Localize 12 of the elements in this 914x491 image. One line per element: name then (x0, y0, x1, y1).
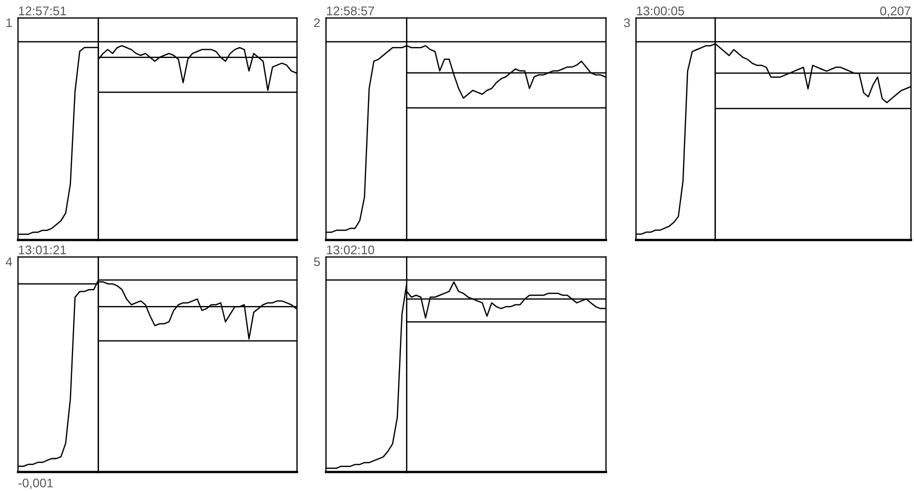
y-axis-title: 3 (624, 18, 630, 28)
y-axis-title: 2 (314, 18, 320, 28)
chart-title: 13:01:21 (18, 245, 66, 254)
chart-title: 13:02:10 (326, 245, 374, 254)
chart-title: 13:00:05 (636, 6, 684, 16)
x-axis-title: -0,001 (18, 478, 53, 489)
y-axis-title: 4 (6, 257, 12, 266)
y-axis-title: 1 (6, 18, 12, 28)
chart-title: 12:57:51 (18, 6, 66, 16)
y-axis-title: 5 (314, 257, 320, 266)
chart-subtitle: 0,207 (880, 6, 910, 17)
chart-title: 12:58:57 (326, 6, 374, 16)
